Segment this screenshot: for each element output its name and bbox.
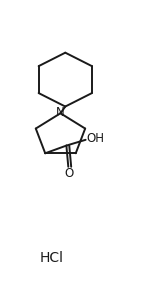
Text: OH: OH: [86, 132, 104, 145]
Text: O: O: [65, 167, 74, 180]
Text: HCl: HCl: [40, 251, 64, 265]
Text: N: N: [56, 106, 65, 119]
